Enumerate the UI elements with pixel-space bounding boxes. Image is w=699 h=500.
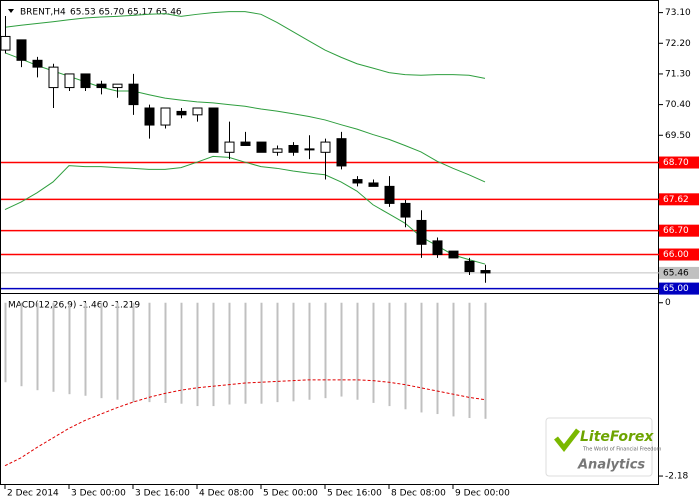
plot-frame [0,0,659,485]
candle-body [368,182,379,187]
candle-body [64,73,75,89]
band-line [4,11,486,79]
candle-body [432,240,443,256]
y-tick-label: 69.50 [665,131,691,141]
level-label: 66.00 [663,250,689,260]
candle-body [112,83,123,89]
candle-body [272,148,283,153]
macd-title: MACD(12,26,9) -1.460 -1.219 [8,301,140,311]
y-tick-label: 73.10 [665,8,691,18]
candle-body [240,141,251,146]
level-label: 65.46 [663,268,689,278]
y-tick-label: -2.18 [665,472,689,482]
candle-body [384,185,395,204]
y-tick-label: 71.30 [665,69,691,79]
level-box [659,248,699,261]
y-tick-label: 0 [665,298,671,308]
level-box [659,156,699,169]
candle-body [160,107,171,126]
y-tick-label: 72.20 [665,39,691,49]
candle-body [256,141,267,153]
brand: LiteForex [580,429,654,445]
x-tick-label: 3 Dec 00:00 [71,489,126,499]
candle-body [320,141,331,153]
ohlc: 65.53 65.70 65.17 65.46 [70,8,182,18]
logo-check [554,428,580,453]
watermark: LiteForex The World of Financial Freedom… [545,417,662,477]
candle-body [144,107,155,126]
candle-body [288,144,299,153]
candle-body [176,110,187,116]
x-tick-label: 9 Dec 00:00 [455,489,510,499]
x-tick-label: 8 Dec 08:00 [391,489,446,499]
tagline: The World of Financial Freedom [582,447,662,453]
level-label: 67.62 [663,195,689,205]
logo-box [545,417,653,477]
candle-body [208,107,219,153]
x-tick-label: 2 Dec 2014 [7,489,59,499]
signal-line [4,379,486,467]
level-box [659,224,699,237]
level-box [659,193,699,206]
level-box [659,266,699,279]
level-label: 66.70 [663,226,689,236]
x-tick-label: 4 Dec 08:00 [199,489,254,499]
level-label: 68.70 [663,158,689,168]
candle-body [304,148,315,151]
candle-body [400,202,411,218]
candle-body [48,66,59,89]
candle-body [96,83,107,89]
candle-body [480,270,491,274]
candle-body [80,73,91,89]
menu-arrow [8,9,14,13]
candle-body [336,138,347,167]
candle-body [192,107,203,116]
x-tick-label: 5 Dec 16:00 [327,489,382,499]
y-tick-label: 70.40 [665,100,691,110]
candle-body [448,250,459,259]
symbol: BRENT,H4 [20,8,66,18]
level-label: 65.00 [663,284,689,294]
candle-body [352,179,363,184]
candle-body [0,35,11,51]
candle-body [16,39,27,61]
x-tick-label: 5 Dec 00:00 [263,489,318,499]
level-box [659,282,699,295]
product: Analytics [577,458,645,473]
candle-body [128,83,139,106]
candle-body [32,59,43,68]
x-tick-label: 3 Dec 16:00 [135,489,190,499]
candle-body [224,141,235,153]
candle-body [464,260,475,273]
candle-body [416,219,427,245]
